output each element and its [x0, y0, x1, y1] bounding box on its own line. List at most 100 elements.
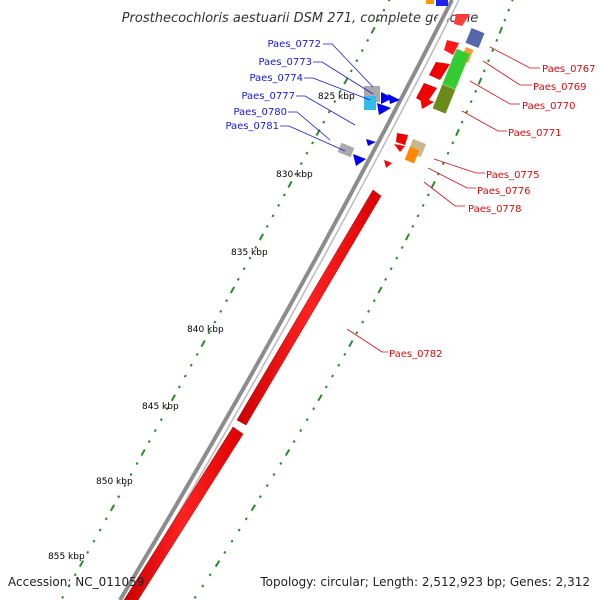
tick-mark-inner — [104, 517, 108, 521]
gene-paes-0773[interactable] — [377, 103, 391, 115]
feature-green-box[interactable] — [442, 48, 470, 90]
tick-mark-outer — [305, 418, 309, 422]
gene-paes-0774[interactable] — [388, 94, 400, 104]
tick-track-outer — [193, 0, 514, 599]
tick-mark-outer — [411, 224, 415, 228]
feature-olive-box[interactable] — [432, 84, 456, 114]
tick-mark-outer — [250, 504, 257, 512]
tick-mark-inner — [236, 277, 240, 281]
tick-mark-inner — [86, 550, 90, 554]
feature-slate-box[interactable] — [465, 27, 485, 49]
tick-mark-outer — [348, 340, 354, 348]
label-paes-0782: Paes_0782 — [389, 349, 443, 360]
tick-mark-inner — [229, 286, 236, 294]
gene-paes-0780[interactable] — [353, 154, 366, 166]
genome-backbone — [115, 0, 457, 600]
tick-mark-outer — [511, 0, 514, 2]
tick-mark-outer — [193, 595, 197, 599]
tick-mark-inner — [213, 320, 217, 324]
kbp-label-855: 855 kbp — [48, 552, 85, 562]
tick-mark-outer — [258, 495, 262, 499]
tick-mark-inner — [322, 120, 326, 124]
tick-mark-inner — [109, 504, 116, 512]
tick-mark-outer — [426, 193, 430, 197]
tick-mark-inner — [370, 26, 376, 34]
tick-mark-outer — [223, 550, 227, 554]
kbp-label-840: 840 kbp — [187, 325, 224, 335]
label-paes-0777: Paes_0777 — [241, 91, 295, 102]
tick-mark-outer — [201, 584, 205, 588]
tick-mark-inner — [135, 461, 139, 466]
gene-paes-0770[interactable] — [429, 62, 450, 80]
gene-paes-0776[interactable] — [404, 146, 420, 164]
tick-mark-inner — [338, 89, 342, 93]
label-paes-0781: Paes_0781 — [225, 121, 279, 132]
tick-mark-outer — [384, 277, 388, 281]
tick-mark-inner — [349, 69, 353, 73]
tick-mark-inner — [382, 8, 386, 12]
label-paes-0780: Paes_0780 — [233, 107, 287, 118]
tick-mark-inner — [183, 374, 187, 378]
gene-paes-0775-head[interactable] — [394, 144, 405, 152]
tick-mark-inner — [287, 180, 293, 188]
tick-mark-inner — [311, 141, 314, 145]
tick-mark-inner — [282, 193, 286, 197]
tick-mark-outer — [389, 267, 393, 271]
tick-mark-outer — [405, 233, 410, 241]
tick-mark-outer — [214, 560, 221, 568]
genome-title: Prosthecochloris aestuarii DSM 271, comp… — [122, 11, 479, 26]
tick-mark-inner — [271, 214, 275, 218]
tick-mark-inner — [98, 528, 102, 532]
tick-mark-outer — [377, 286, 383, 294]
tick-mark-outer — [474, 89, 478, 93]
label-paes-0772: Paes_0772 — [267, 39, 321, 50]
label-paes-0769: Paes_0769 — [533, 82, 587, 93]
tick-mark-outer — [265, 484, 269, 488]
tick-mark-inner — [195, 352, 199, 356]
label-paes-0776: Paes_0776 — [477, 186, 531, 197]
gene-paes-0771-arrow[interactable] — [420, 97, 434, 109]
tick-mark-inner — [343, 77, 349, 85]
tick-mark-outer — [491, 49, 495, 53]
tick-mark-inner — [92, 539, 96, 543]
tick-mark-outer — [230, 539, 234, 543]
label-paes-0775: Paes_0775 — [486, 170, 540, 181]
feature-cyan-box[interactable] — [364, 96, 376, 110]
tick-mark-inner — [200, 340, 206, 348]
tick-mark-inner — [294, 172, 298, 176]
label-paes-0774: Paes_0774 — [249, 73, 303, 84]
tick-mark-inner — [387, 0, 391, 2]
tick-mark-inner — [242, 267, 246, 271]
gene-paes-0782-segment-1[interactable] — [236, 189, 382, 426]
gene-paes-0777[interactable] — [366, 139, 376, 146]
gene-paes-0767[interactable] — [454, 14, 470, 26]
blue-leader-lines — [280, 43, 374, 152]
tick-mark-outer — [469, 100, 473, 104]
tick-mark-inner — [305, 151, 309, 155]
gene-paes-0778[interactable] — [384, 160, 392, 168]
tick-mark-outer — [372, 299, 376, 303]
label-paes-0771: Paes_0771 — [508, 128, 562, 139]
tick-mark-outer — [244, 517, 248, 521]
tick-mark-outer — [441, 162, 445, 166]
tick-mark-inner — [355, 59, 359, 63]
tick-mark-outer — [292, 439, 296, 444]
kbp-label-835: 835 kbp — [231, 248, 268, 258]
label-paes-0767: Paes_0767 — [542, 64, 596, 75]
tick-mark-inner — [147, 439, 151, 444]
tick-mark-inner — [327, 110, 331, 114]
tick-mark-inner — [153, 429, 157, 433]
gene-paes-0772[interactable] — [381, 92, 393, 104]
feature-orange-top[interactable] — [426, 0, 434, 4]
tick-mark-inner — [165, 407, 169, 411]
gene-paes-0782-segment-2[interactable] — [123, 426, 244, 600]
tick-mark-outer — [503, 18, 507, 22]
feature-blue-top[interactable] — [436, 0, 448, 6]
feature-grey-box-2[interactable] — [337, 142, 355, 158]
genome-summary-text: Topology: circular; Length: 2,512,923 bp… — [259, 575, 590, 589]
gene-paes-0769[interactable] — [444, 40, 459, 55]
tick-mark-inner — [299, 162, 303, 166]
gene-paes-0775[interactable] — [396, 133, 408, 145]
tick-mark-inner — [333, 100, 337, 104]
tick-mark-outer — [337, 363, 341, 367]
